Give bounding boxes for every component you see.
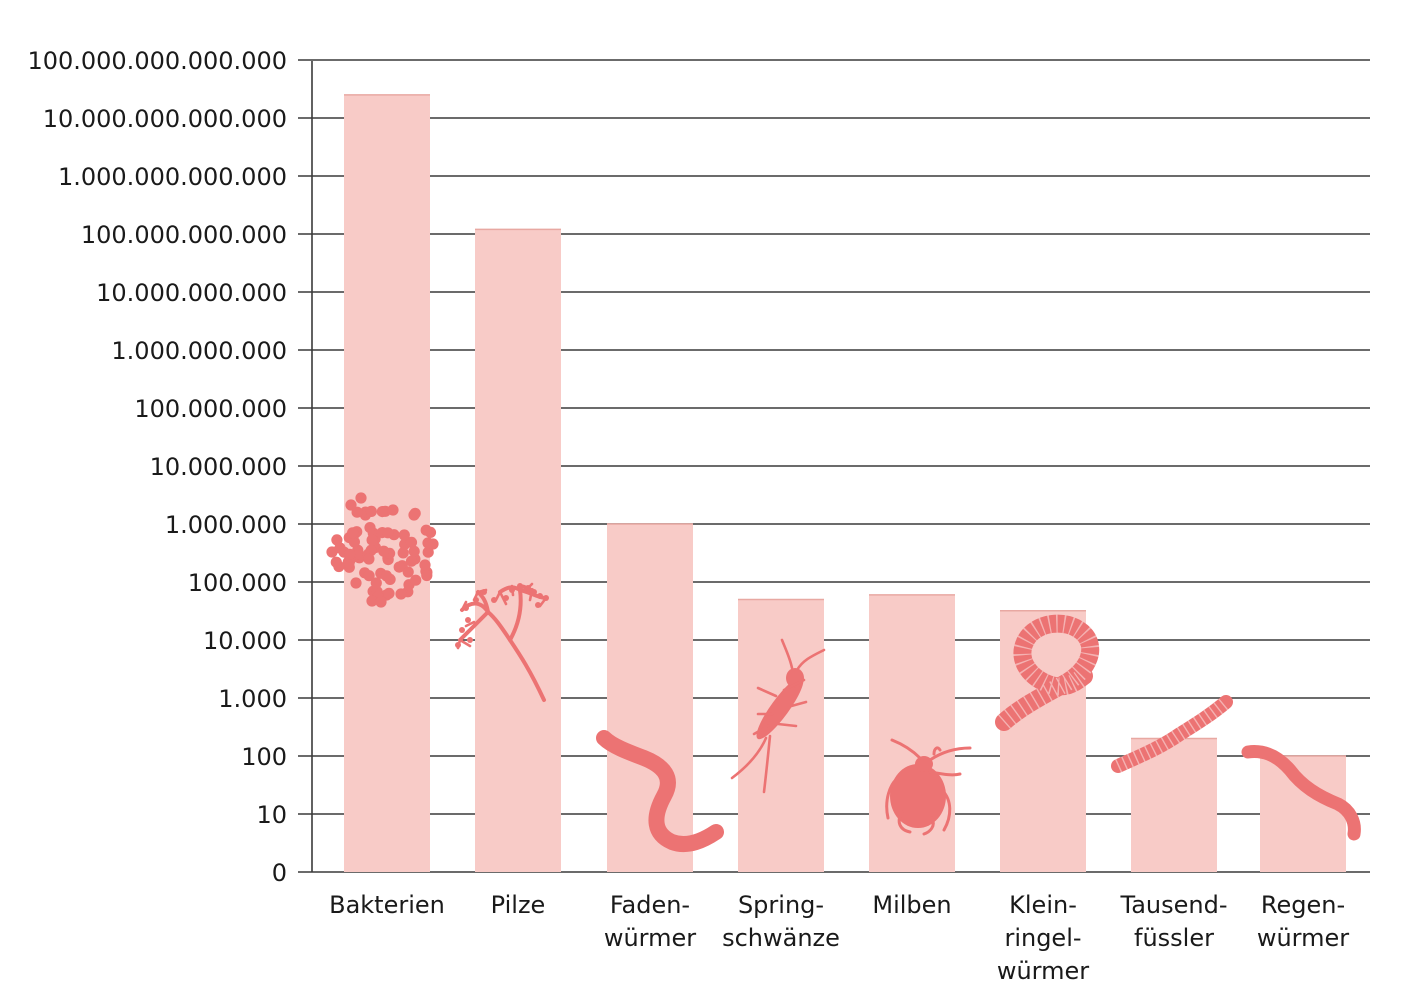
bar [475,229,561,873]
y-tick-label: 10 [256,801,287,829]
y-tick-label: 100.000 [188,569,287,597]
mite-icon [885,738,972,836]
organism-icons [326,492,1361,853]
earthworm-icon [1241,745,1361,841]
springtail-icon [730,638,826,794]
x-tick-labels: Bakterien Pilze Faden-würmer Spring-schwänz… [329,891,1349,985]
y-tick-label: 100 [241,743,287,771]
bar [738,599,824,872]
y-tick-label: 10.000.000.000 [96,279,287,307]
x-tick-label: Faden-würmer [604,891,696,952]
x-tick-label: Pilze [491,891,546,919]
y-tick-label: 100.000.000 [134,395,287,423]
y-tick-labels: 0 10 100 1.000 10.000 100.000 1.000.000 10.000.… [27,47,287,887]
y-tick-label: 1.000.000.000 [111,337,287,365]
y-tick-label: 1.000.000.000.000 [58,163,287,191]
bar [869,594,955,872]
x-tick-label: Milben [872,891,951,919]
x-tick-label: Klein-ringel-würmer [997,891,1089,985]
bar [1000,610,1086,872]
fungus-icon [455,582,549,702]
x-tick-label: Bakterien [329,891,445,919]
bar [1260,756,1346,872]
y-tick-label: 0 [272,859,287,887]
millipede-icon [1111,695,1233,773]
y-tick-label: 1.000 [218,685,287,713]
bacteria-icon [326,492,439,608]
y-tick-label: 100.000.000.000 [81,221,287,249]
x-tick-label: Spring-schwänze [722,891,840,952]
y-tick-label: 1.000.000 [165,511,287,539]
x-tick-label: Regen-würmer [1257,891,1349,952]
bar [344,94,430,872]
nematode-icon [596,730,724,853]
y-tick-label: 10.000.000 [150,453,287,481]
y-tick-label: 100.000.000.000.000 [27,47,287,75]
bars [344,94,1346,873]
y-tick-label: 10.000 [203,627,287,655]
enchytraeid-icon [995,614,1100,731]
x-tick-label: Tausend-füssler [1120,891,1228,952]
y-tick-label: 10.000.000.000.000 [43,105,287,133]
